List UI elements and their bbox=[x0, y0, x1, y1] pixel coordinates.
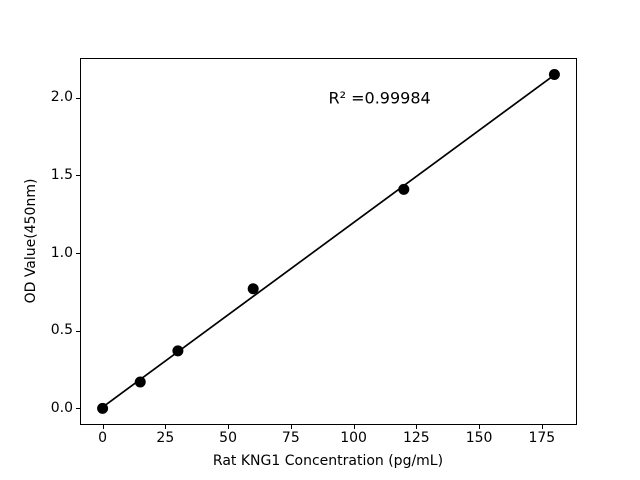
x-tick-label: 125 bbox=[402, 430, 430, 446]
x-axis-tick bbox=[479, 425, 481, 429]
y-axis-tick bbox=[76, 253, 80, 255]
x-axis-tick bbox=[541, 425, 543, 429]
x-axis-tick bbox=[102, 425, 104, 429]
x-tick-label: 50 bbox=[219, 430, 237, 446]
data-point bbox=[398, 183, 410, 195]
x-tick-label: 175 bbox=[528, 430, 556, 446]
plot-area: R² =0.99984 bbox=[80, 58, 577, 425]
plot-canvas bbox=[80, 58, 577, 425]
y-axis-tick bbox=[76, 330, 80, 332]
x-axis-label: Rat KNG1 Concentration (pg/mL) bbox=[212, 453, 444, 469]
x-tick-label: 100 bbox=[340, 430, 367, 446]
x-tick-label: 150 bbox=[465, 430, 493, 446]
fit-line bbox=[102, 74, 555, 408]
y-axis-tick bbox=[76, 97, 80, 99]
x-axis-tick bbox=[165, 425, 167, 429]
data-point bbox=[172, 345, 184, 357]
data-point bbox=[548, 68, 560, 80]
y-tick-label: 0.5 bbox=[50, 322, 73, 339]
data-point bbox=[247, 283, 259, 295]
axes-frame bbox=[80, 58, 577, 425]
y-tick-label: 2.0 bbox=[50, 89, 73, 106]
x-tick-label: 25 bbox=[156, 430, 175, 446]
y-axis-tick bbox=[76, 175, 80, 177]
y-tick-label: 0.0 bbox=[50, 399, 73, 416]
x-axis-tick bbox=[290, 425, 292, 429]
y-tick-label: 1.5 bbox=[50, 166, 73, 183]
y-axis-tick bbox=[76, 408, 80, 410]
data-point bbox=[134, 376, 146, 388]
y-tick-label: 1.0 bbox=[50, 244, 73, 261]
x-tick-label: 0 bbox=[98, 430, 108, 446]
r-squared-annotation: R² =0.99984 bbox=[328, 88, 431, 108]
data-point bbox=[97, 402, 109, 414]
x-tick-label: 75 bbox=[281, 430, 300, 446]
y-axis-label: OD Value(450nm) bbox=[23, 178, 39, 304]
x-axis-tick bbox=[353, 425, 355, 429]
x-axis-tick bbox=[228, 425, 230, 429]
x-axis-tick bbox=[416, 425, 418, 429]
